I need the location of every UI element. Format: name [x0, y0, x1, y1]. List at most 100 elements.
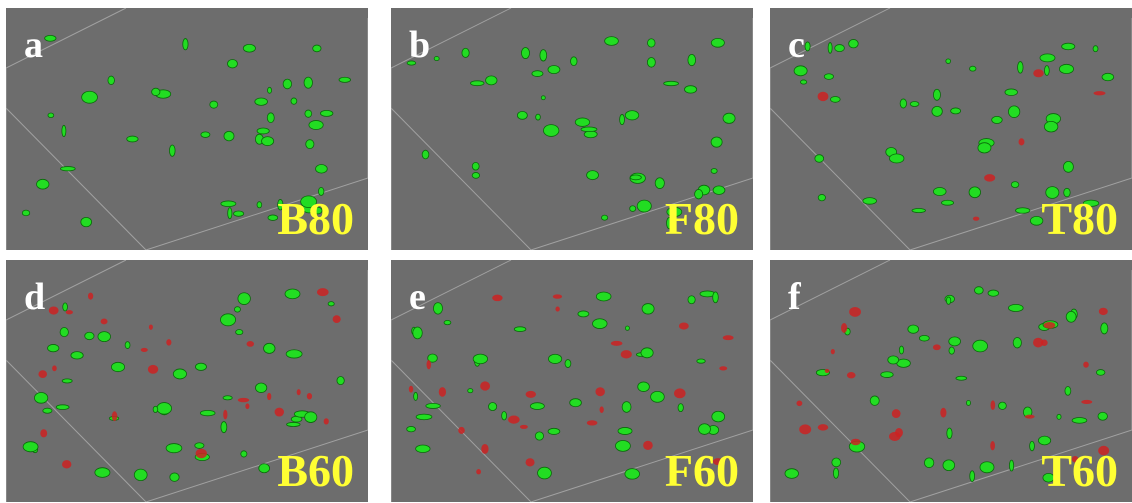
cell-blob	[125, 342, 130, 349]
cell-blob	[502, 411, 507, 420]
cell-blob	[847, 372, 856, 378]
cell-blob	[620, 114, 625, 124]
cell-blob	[1057, 414, 1061, 419]
cell-blob	[43, 408, 52, 413]
cell-blob	[291, 98, 297, 104]
cell-blob	[538, 467, 552, 479]
panel-label: T80	[1041, 196, 1118, 242]
cell-blob	[647, 39, 655, 47]
cell-blob	[1030, 441, 1035, 451]
cell-blob	[234, 211, 244, 216]
cell-blob	[818, 92, 829, 101]
cell-blob	[535, 432, 543, 440]
panel-letter: b	[409, 26, 430, 64]
cell-blob	[60, 327, 68, 336]
cell-blob	[304, 77, 312, 88]
cell-blob	[34, 392, 47, 403]
cell-blob	[641, 348, 653, 358]
cell-blob	[56, 405, 69, 410]
cell-blob	[526, 458, 535, 466]
cell-blob	[548, 428, 560, 434]
cell-blob	[536, 114, 541, 120]
cell-blob	[262, 137, 274, 146]
cell-blob	[316, 165, 328, 174]
cell-blob	[407, 426, 416, 431]
cell-blob	[565, 360, 571, 368]
cell-blob	[480, 381, 490, 390]
cell-blob	[600, 406, 604, 413]
cell-blob	[593, 319, 608, 329]
cell-blob	[825, 369, 830, 373]
image-panel: fT60	[770, 260, 1132, 502]
cell-blob	[622, 402, 631, 413]
cell-blob	[63, 303, 68, 311]
cell-blob	[818, 424, 829, 431]
cell-blob	[439, 387, 446, 397]
cell-blob	[470, 81, 484, 86]
cell-blob	[973, 217, 979, 221]
cell-blob	[333, 315, 341, 323]
cell-blob	[1083, 362, 1089, 368]
cell-blob	[238, 398, 250, 402]
cell-blob	[1098, 412, 1107, 420]
cell-blob	[307, 393, 312, 400]
cell-blob	[492, 295, 503, 302]
cell-blob	[711, 137, 722, 147]
cell-blob	[427, 360, 431, 369]
cell-blob	[508, 416, 520, 424]
cell-blob	[881, 372, 893, 378]
cell-blob	[166, 339, 171, 345]
cell-blob	[595, 387, 604, 396]
cell-blob	[805, 42, 810, 51]
cell-blob	[1019, 138, 1025, 145]
cell-blob	[221, 201, 236, 207]
cell-blob	[141, 348, 148, 352]
cell-blob	[313, 45, 321, 52]
cell-blob	[824, 74, 833, 80]
cell-blob	[794, 66, 807, 76]
cell-blob	[984, 174, 995, 181]
cell-blob	[587, 420, 598, 425]
cell-blob	[166, 444, 182, 453]
cell-blob	[570, 399, 582, 407]
cell-blob	[108, 76, 115, 85]
cell-blob	[999, 402, 1007, 409]
cell-blob	[630, 175, 641, 180]
panel-label: F60	[665, 448, 739, 494]
cell-blob	[638, 382, 650, 392]
cell-blob	[220, 314, 235, 326]
cell-blob	[481, 444, 488, 454]
cell-blob	[601, 215, 607, 220]
cell-blob	[127, 136, 138, 142]
cell-blob	[1065, 387, 1071, 396]
cell-blob	[1072, 417, 1087, 423]
cell-blob	[134, 469, 147, 480]
cell-blob	[932, 106, 942, 116]
cell-blob	[433, 303, 442, 314]
cell-blob	[183, 39, 188, 50]
cell-blob	[655, 178, 664, 189]
cell-blob	[1009, 460, 1013, 471]
cell-blob	[1102, 73, 1114, 80]
cell-blob	[236, 330, 243, 335]
cell-blob	[699, 424, 711, 435]
cell-blob	[413, 327, 423, 339]
cell-blob	[870, 396, 879, 405]
cell-blob	[946, 59, 951, 64]
cell-blob	[267, 113, 274, 123]
cell-blob	[48, 344, 59, 351]
cell-blob	[152, 88, 160, 95]
cell-blob	[951, 108, 961, 114]
cell-blob	[227, 59, 237, 67]
cell-blob	[196, 449, 207, 459]
cell-blob	[969, 66, 976, 71]
cell-blob	[1008, 106, 1019, 118]
cell-blob	[337, 376, 344, 384]
cell-blob	[889, 432, 901, 441]
cell-blob	[23, 442, 38, 452]
cell-blob	[1081, 400, 1092, 404]
cell-blob	[849, 307, 861, 317]
cell-blob	[111, 362, 124, 371]
cell-blob	[625, 469, 640, 480]
